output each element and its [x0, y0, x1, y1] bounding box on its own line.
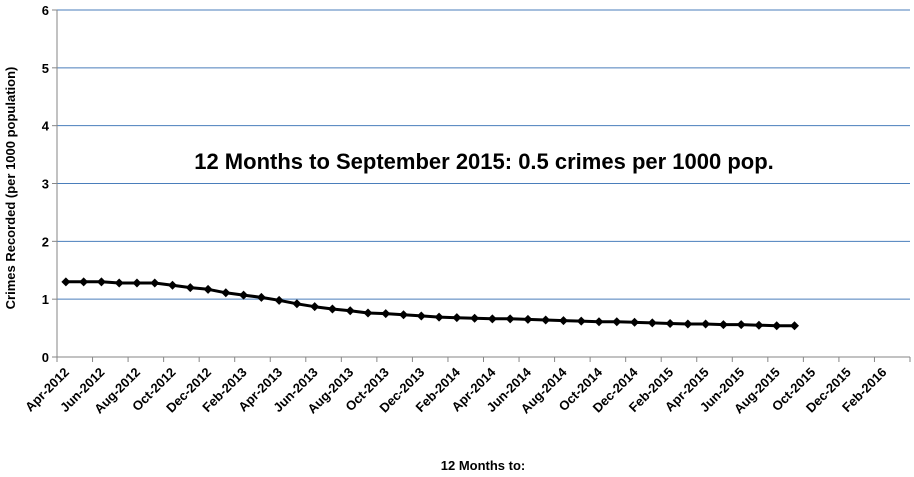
data-point — [256, 292, 266, 302]
data-point — [363, 308, 373, 318]
data-point — [647, 318, 657, 328]
y-tick-label: 2 — [42, 234, 49, 249]
series-line — [65, 280, 795, 328]
data-point — [683, 319, 693, 329]
data-point — [132, 278, 142, 288]
data-point — [718, 320, 728, 330]
data-point — [470, 313, 480, 323]
data-point — [345, 306, 355, 316]
y-tick-label: 3 — [42, 177, 49, 192]
y-axis-title: Crimes Recorded (per 1000 population) — [3, 67, 18, 310]
data-point — [381, 309, 391, 319]
data-point — [150, 278, 160, 288]
data-point — [203, 284, 213, 294]
y-tick-label: 6 — [42, 3, 49, 18]
data-point — [754, 320, 764, 330]
data-point — [274, 295, 284, 305]
data-point — [399, 310, 409, 320]
data-point — [239, 290, 249, 300]
y-tick-label: 1 — [42, 292, 49, 307]
data-point — [523, 314, 533, 324]
data-point — [701, 319, 711, 329]
data-point — [327, 304, 337, 314]
data-point — [310, 302, 320, 312]
x-tick-labels: Apr-2012Jun-2012Aug-2012Oct-2012Dec-2012… — [22, 364, 889, 417]
series-line — [65, 280, 795, 328]
y-tick-label: 4 — [42, 119, 50, 134]
data-point — [79, 277, 89, 287]
data-point — [736, 320, 746, 330]
data-point — [168, 280, 178, 290]
series-markers — [61, 277, 799, 331]
data-point — [772, 321, 782, 331]
data-point — [487, 314, 497, 324]
data-point — [221, 288, 231, 298]
data-point — [505, 314, 515, 324]
data-point — [665, 318, 675, 328]
data-point — [185, 283, 195, 293]
data-point — [114, 278, 124, 288]
data-point — [612, 317, 622, 327]
y-tick-label: 5 — [42, 61, 49, 76]
data-point — [416, 311, 426, 321]
gridlines — [57, 9, 910, 300]
data-point — [630, 317, 640, 327]
data-point — [61, 277, 71, 287]
data-point — [434, 312, 444, 322]
axes — [52, 9, 911, 362]
data-point — [558, 316, 568, 326]
data-point — [594, 317, 604, 327]
data-point — [96, 277, 106, 287]
data-point — [789, 321, 799, 331]
y-tick-label: 0 — [42, 350, 49, 365]
x-axis-title: 12 Months to: — [441, 458, 526, 473]
data-point — [292, 299, 302, 309]
y-tick-labels: 0 1 2 3 4 5 6 — [42, 3, 50, 365]
data-point — [541, 315, 551, 325]
data-point — [576, 316, 586, 326]
annotation-text: 12 Months to September 2015: 0.5 crimes … — [194, 149, 774, 174]
data-point — [452, 313, 462, 323]
